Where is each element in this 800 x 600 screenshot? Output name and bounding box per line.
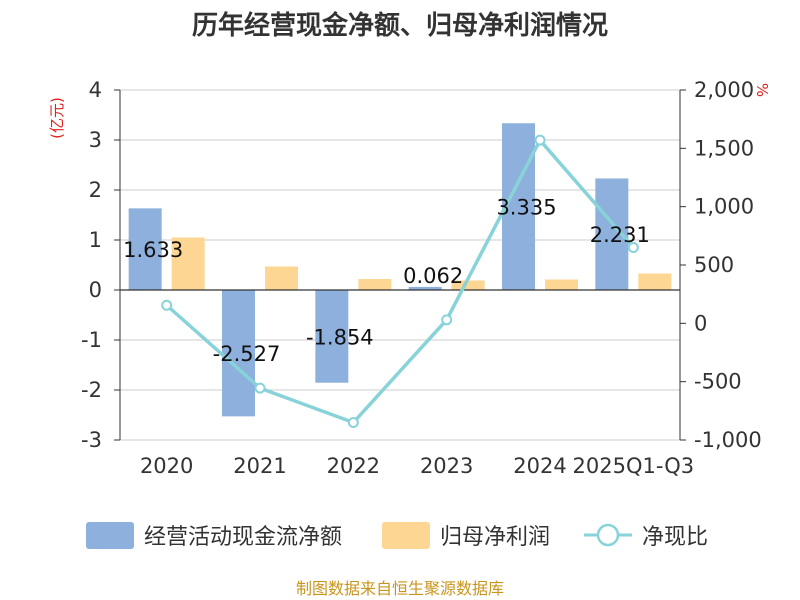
legend-swatch-cashflow: [86, 522, 134, 549]
right-tick-label-0: 2,000: [694, 78, 754, 102]
legend-label-cashflow: 经营活动现金流净额: [144, 525, 342, 550]
left-tick-label-4: 0: [89, 278, 102, 302]
right-tick-label-5: -500: [694, 370, 742, 394]
bar-netprofit-2022: [358, 279, 392, 290]
right-tick-label-6: -1,000: [694, 428, 762, 452]
x-tick-label-4: 2024: [513, 454, 566, 478]
right-tick-label-2: 1,000: [694, 195, 754, 219]
data-source: 制图数据来自恒生聚源数据库: [296, 579, 504, 598]
x-tick-label-1: 2021: [233, 454, 286, 478]
bar-cashflow-2024: [502, 123, 535, 290]
left-axis-unit: (亿元): [48, 97, 66, 139]
legend: 经营活动现金流净额 归母净利润 净现比: [86, 522, 708, 550]
ratio-point-2024: [534, 134, 546, 146]
x-tick-label-0: 2020: [140, 454, 193, 478]
left-tick-label-6: -2: [81, 378, 102, 402]
legend-label-ratio: 净现比: [642, 525, 708, 550]
legend-marker-ratio: [596, 523, 620, 547]
ratio-line: [165, 137, 635, 425]
ratio-point-2025Q1-Q3: [627, 242, 639, 253]
left-tick-label-3: 1: [89, 228, 102, 252]
data-label-cashflow-2025Q1-Q3: 2.231: [590, 223, 650, 247]
bar-cashflow-2021: [222, 290, 255, 417]
bar-netprofit-2021: [265, 266, 298, 290]
data-label-cashflow-2023: 0.062: [403, 264, 463, 288]
x-tick-label-2: 2022: [327, 454, 380, 478]
ratio-point-2022: [347, 417, 359, 428]
grid-lines: [120, 89, 680, 441]
right-tick-label-1: 1,500: [694, 136, 754, 160]
right-tick-label-3: 500: [694, 253, 734, 277]
data-label-cashflow-2022: -1.854: [306, 325, 374, 349]
ratio-point-2021: [254, 382, 266, 394]
bar-layer: [128, 123, 672, 417]
chart-title: 历年经营现金净额、归母净利润情况: [192, 10, 608, 41]
ratio-point-2020: [161, 299, 173, 311]
right-tick-label-4: 0: [694, 311, 707, 335]
left-tick-label-1: 3: [89, 128, 102, 152]
legend-label-netprofit: 归母净利润: [440, 525, 550, 550]
left-tick-label-7: -3: [81, 428, 102, 452]
bar-netprofit-2020: [171, 237, 205, 290]
bar-netprofit-2024: [545, 279, 578, 290]
left-tick-label-2: 2: [89, 178, 102, 202]
bar-netprofit-2025Q1-Q3: [638, 273, 672, 290]
ratio-point-2023: [441, 314, 453, 326]
x-tick-label-3: 2023: [420, 454, 473, 478]
x-tick-label-5: 2025Q1-Q3: [573, 454, 695, 478]
bar-netprofit-2023: [451, 280, 485, 290]
data-label-cashflow-2020: 1.633: [123, 238, 183, 262]
axes: 4 3 2 1 0 -1 -2 -3 2,000 1,500 1,000 500 0 -500 -1,000…: [81, 78, 762, 478]
data-label-cashflow-2021: -2.527: [213, 342, 281, 366]
bar-cashflow-2022: [315, 290, 349, 383]
left-tick-label-0: 4: [89, 78, 102, 102]
legend-swatch-netprofit: [382, 522, 430, 549]
bar-cashflow-2023: [408, 286, 442, 290]
bar-cashflow-2020: [128, 208, 162, 290]
line-layer: [161, 134, 639, 428]
data-label-cashflow-2024: 3.335: [496, 196, 556, 220]
label-layer: 1.633 -2.527 -1.854 0.062 3.335 2.231: [123, 196, 650, 367]
left-tick-label-5: -1: [81, 328, 102, 352]
right-axis-unit: %: [753, 83, 771, 97]
